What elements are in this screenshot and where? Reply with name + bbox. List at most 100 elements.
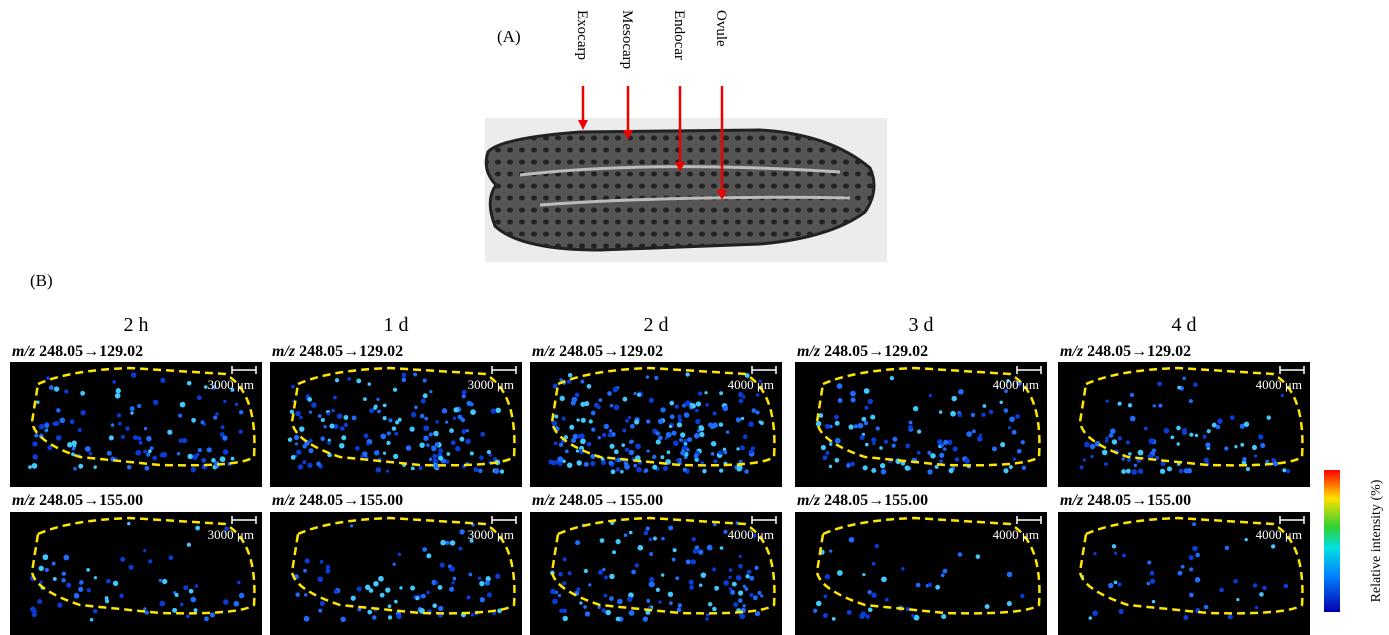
intensity-dot bbox=[1192, 546, 1198, 552]
intensity-dot bbox=[675, 404, 679, 408]
intensity-dot bbox=[1128, 452, 1132, 456]
intensity-dot bbox=[871, 592, 876, 597]
intensity-dot bbox=[1092, 610, 1098, 616]
intensity-dot bbox=[478, 576, 481, 579]
intensity-dot bbox=[713, 411, 717, 415]
intensity-dot bbox=[445, 460, 449, 464]
intensity-dot bbox=[676, 458, 680, 462]
intensity-dot bbox=[837, 383, 843, 389]
intensity-dot bbox=[864, 421, 868, 425]
intensity-dot bbox=[53, 421, 58, 426]
intensity-dot bbox=[862, 417, 867, 422]
intensity-dot bbox=[429, 432, 433, 436]
intensity-dot bbox=[951, 396, 956, 401]
intensity-dot bbox=[706, 613, 710, 617]
intensity-dot bbox=[625, 448, 629, 452]
intensity-dot bbox=[1254, 454, 1257, 457]
intensity-dot bbox=[201, 420, 205, 424]
intensity-dot bbox=[744, 469, 749, 474]
intensity-dot bbox=[663, 466, 668, 471]
intensity-dot bbox=[736, 417, 741, 422]
intensity-dot bbox=[323, 425, 326, 428]
intensity-dot bbox=[864, 388, 870, 394]
intensity-dot bbox=[45, 568, 49, 572]
intensity-dot bbox=[295, 592, 300, 597]
intensity-dot bbox=[72, 447, 76, 451]
intensity-dot bbox=[671, 431, 676, 436]
intensity-dot bbox=[557, 456, 563, 462]
intensity-dot bbox=[627, 597, 632, 602]
intensity-dot bbox=[751, 408, 756, 413]
intensity-dot bbox=[152, 456, 157, 461]
intensity-dot bbox=[905, 444, 910, 449]
intensity-dot bbox=[714, 586, 719, 591]
intensity-dot bbox=[823, 595, 827, 599]
intensity-dot bbox=[73, 467, 77, 471]
intensity-dot bbox=[673, 548, 677, 552]
intensity-dot bbox=[739, 399, 744, 404]
intensity-dot bbox=[145, 466, 150, 471]
intensity-dot bbox=[738, 392, 743, 397]
intensity-dot bbox=[415, 596, 419, 600]
intensity-dot bbox=[451, 581, 454, 584]
intensity-dot bbox=[892, 444, 896, 448]
intensity-dot bbox=[378, 576, 384, 582]
time-label: 2 d bbox=[644, 314, 669, 336]
intensity-dot bbox=[720, 546, 724, 550]
intensity-dot bbox=[743, 585, 746, 588]
intensity-dot bbox=[738, 590, 743, 595]
intensity-dot bbox=[740, 445, 745, 450]
intensity-dot bbox=[422, 547, 427, 552]
intensity-dot bbox=[1150, 579, 1155, 584]
intensity-dot bbox=[646, 526, 650, 530]
intensity-dot bbox=[304, 616, 310, 622]
intensity-dot bbox=[635, 563, 639, 567]
intensity-dot bbox=[446, 452, 450, 456]
intensity-dot bbox=[419, 442, 425, 448]
ion-prefix: m/z bbox=[532, 343, 556, 360]
intensity-dot bbox=[563, 616, 568, 621]
intensity-dot bbox=[340, 617, 345, 622]
intensity-dot bbox=[1138, 450, 1144, 456]
intensity-dot bbox=[747, 570, 752, 575]
intensity-dot bbox=[1118, 582, 1122, 586]
ion-transition: 248.05→155.00 bbox=[559, 492, 663, 509]
intensity-dot bbox=[552, 599, 558, 605]
intensity-dot bbox=[1004, 408, 1009, 413]
intensity-dot bbox=[739, 555, 742, 558]
intensity-dot bbox=[445, 420, 448, 423]
intensity-dot bbox=[742, 604, 745, 607]
intensity-dot bbox=[850, 462, 855, 467]
intensity-dot bbox=[485, 580, 490, 585]
intensity-dot bbox=[950, 411, 956, 417]
intensity-dot bbox=[699, 426, 704, 431]
intensity-dot bbox=[677, 422, 682, 427]
intensity-dot bbox=[881, 469, 886, 474]
intensity-dot bbox=[1160, 469, 1165, 474]
intensity-dot bbox=[1009, 416, 1015, 422]
intensity-dot bbox=[580, 438, 586, 444]
intensity-dot bbox=[1017, 449, 1022, 454]
intensity-dot bbox=[660, 455, 664, 459]
intensity-dot bbox=[653, 537, 657, 541]
intensity-dot bbox=[868, 399, 873, 404]
intensity-dot bbox=[296, 449, 301, 454]
intensity-dot bbox=[119, 594, 123, 598]
intensity-dot bbox=[1013, 457, 1016, 460]
ion-prefix: m/z bbox=[12, 343, 36, 360]
intensity-dot bbox=[935, 585, 940, 590]
intensity-dot bbox=[650, 582, 655, 587]
intensity-dot bbox=[1084, 442, 1090, 448]
intensity-dot bbox=[341, 435, 346, 440]
intensity-dot bbox=[239, 430, 243, 434]
intensity-dot bbox=[1089, 616, 1092, 619]
ion-prefix: m/z bbox=[532, 492, 556, 509]
intensity-dot bbox=[1144, 427, 1148, 431]
intensity-dot bbox=[567, 462, 572, 467]
intensity-dot bbox=[728, 576, 731, 579]
intensity-dot bbox=[460, 418, 465, 423]
intensity-dot bbox=[673, 441, 679, 447]
intensity-dot bbox=[939, 459, 943, 463]
intensity-dot bbox=[590, 461, 595, 466]
